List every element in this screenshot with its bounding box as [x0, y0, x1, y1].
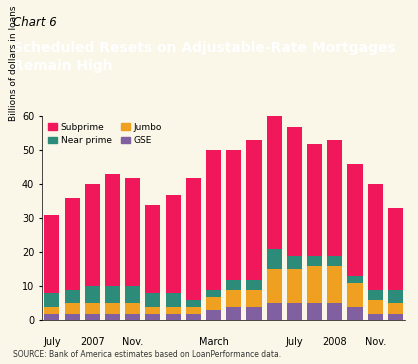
Bar	[206, 150, 221, 290]
Legend: Subprime, Near prime, Jumbo, GSE: Subprime, Near prime, Jumbo, GSE	[46, 121, 163, 147]
Bar	[145, 307, 161, 313]
Bar	[166, 313, 181, 320]
Bar	[186, 313, 201, 320]
Y-axis label: Billions of dollars in loans: Billions of dollars in loans	[9, 5, 18, 120]
Text: March: March	[199, 337, 229, 347]
Bar	[388, 290, 403, 303]
Bar	[327, 266, 342, 303]
Text: Chart 6: Chart 6	[13, 16, 56, 29]
Bar	[367, 185, 383, 290]
Text: Nov.: Nov.	[122, 337, 143, 347]
Bar	[206, 290, 221, 297]
Bar	[145, 205, 161, 293]
Bar	[307, 144, 322, 256]
Bar	[105, 303, 120, 313]
Text: July: July	[285, 337, 303, 347]
Bar	[347, 307, 362, 320]
Bar	[105, 313, 120, 320]
Bar	[307, 266, 322, 303]
Bar	[347, 164, 362, 276]
Bar	[327, 303, 342, 320]
Bar	[287, 269, 302, 303]
Bar	[367, 313, 383, 320]
Bar	[44, 313, 59, 320]
Bar	[44, 293, 59, 307]
Bar	[307, 256, 322, 266]
Bar	[206, 310, 221, 320]
Bar	[64, 303, 80, 313]
Bar	[85, 313, 100, 320]
Bar	[388, 303, 403, 313]
Bar	[64, 290, 80, 303]
Bar	[246, 280, 262, 290]
Bar	[186, 300, 201, 307]
Bar	[226, 150, 241, 280]
Bar	[145, 313, 161, 320]
Bar	[64, 313, 80, 320]
Text: SOURCE: Bank of America estimates based on LoanPerformance data.: SOURCE: Bank of America estimates based …	[13, 349, 280, 359]
Bar	[267, 249, 282, 269]
Bar	[327, 256, 342, 266]
Bar	[85, 185, 100, 286]
Bar	[226, 307, 241, 320]
Bar	[145, 293, 161, 307]
Bar	[388, 313, 403, 320]
Bar	[125, 286, 140, 303]
Text: 2007: 2007	[80, 337, 104, 347]
Bar	[85, 286, 100, 303]
Bar	[125, 303, 140, 313]
Bar	[226, 280, 241, 290]
Bar	[307, 303, 322, 320]
Bar	[246, 307, 262, 320]
Bar	[44, 215, 59, 293]
Text: Nov.: Nov.	[364, 337, 386, 347]
Bar	[287, 127, 302, 256]
Bar	[206, 297, 221, 310]
Text: July: July	[43, 337, 61, 347]
Bar	[347, 283, 362, 307]
Bar	[85, 303, 100, 313]
Bar	[287, 303, 302, 320]
Bar	[64, 198, 80, 290]
Bar	[125, 313, 140, 320]
Bar	[246, 290, 262, 307]
Text: Scheduled Resets on Adjustable-Rate Mortgages
Remain High: Scheduled Resets on Adjustable-Rate Mort…	[13, 41, 395, 73]
Bar	[388, 208, 403, 290]
Bar	[125, 178, 140, 286]
Bar	[44, 307, 59, 313]
Bar	[186, 178, 201, 300]
Bar	[186, 307, 201, 313]
Bar	[267, 303, 282, 320]
Bar	[367, 300, 383, 313]
Bar	[105, 286, 120, 303]
Bar	[347, 276, 362, 283]
Bar	[267, 269, 282, 303]
Bar	[287, 256, 302, 269]
Bar	[105, 174, 120, 286]
Bar	[166, 293, 181, 307]
Text: 2008: 2008	[322, 337, 347, 347]
Bar	[246, 140, 262, 280]
Bar	[166, 195, 181, 293]
Bar	[267, 110, 282, 249]
Bar	[327, 140, 342, 256]
Bar	[226, 290, 241, 307]
Bar	[166, 307, 181, 313]
Bar	[367, 290, 383, 300]
